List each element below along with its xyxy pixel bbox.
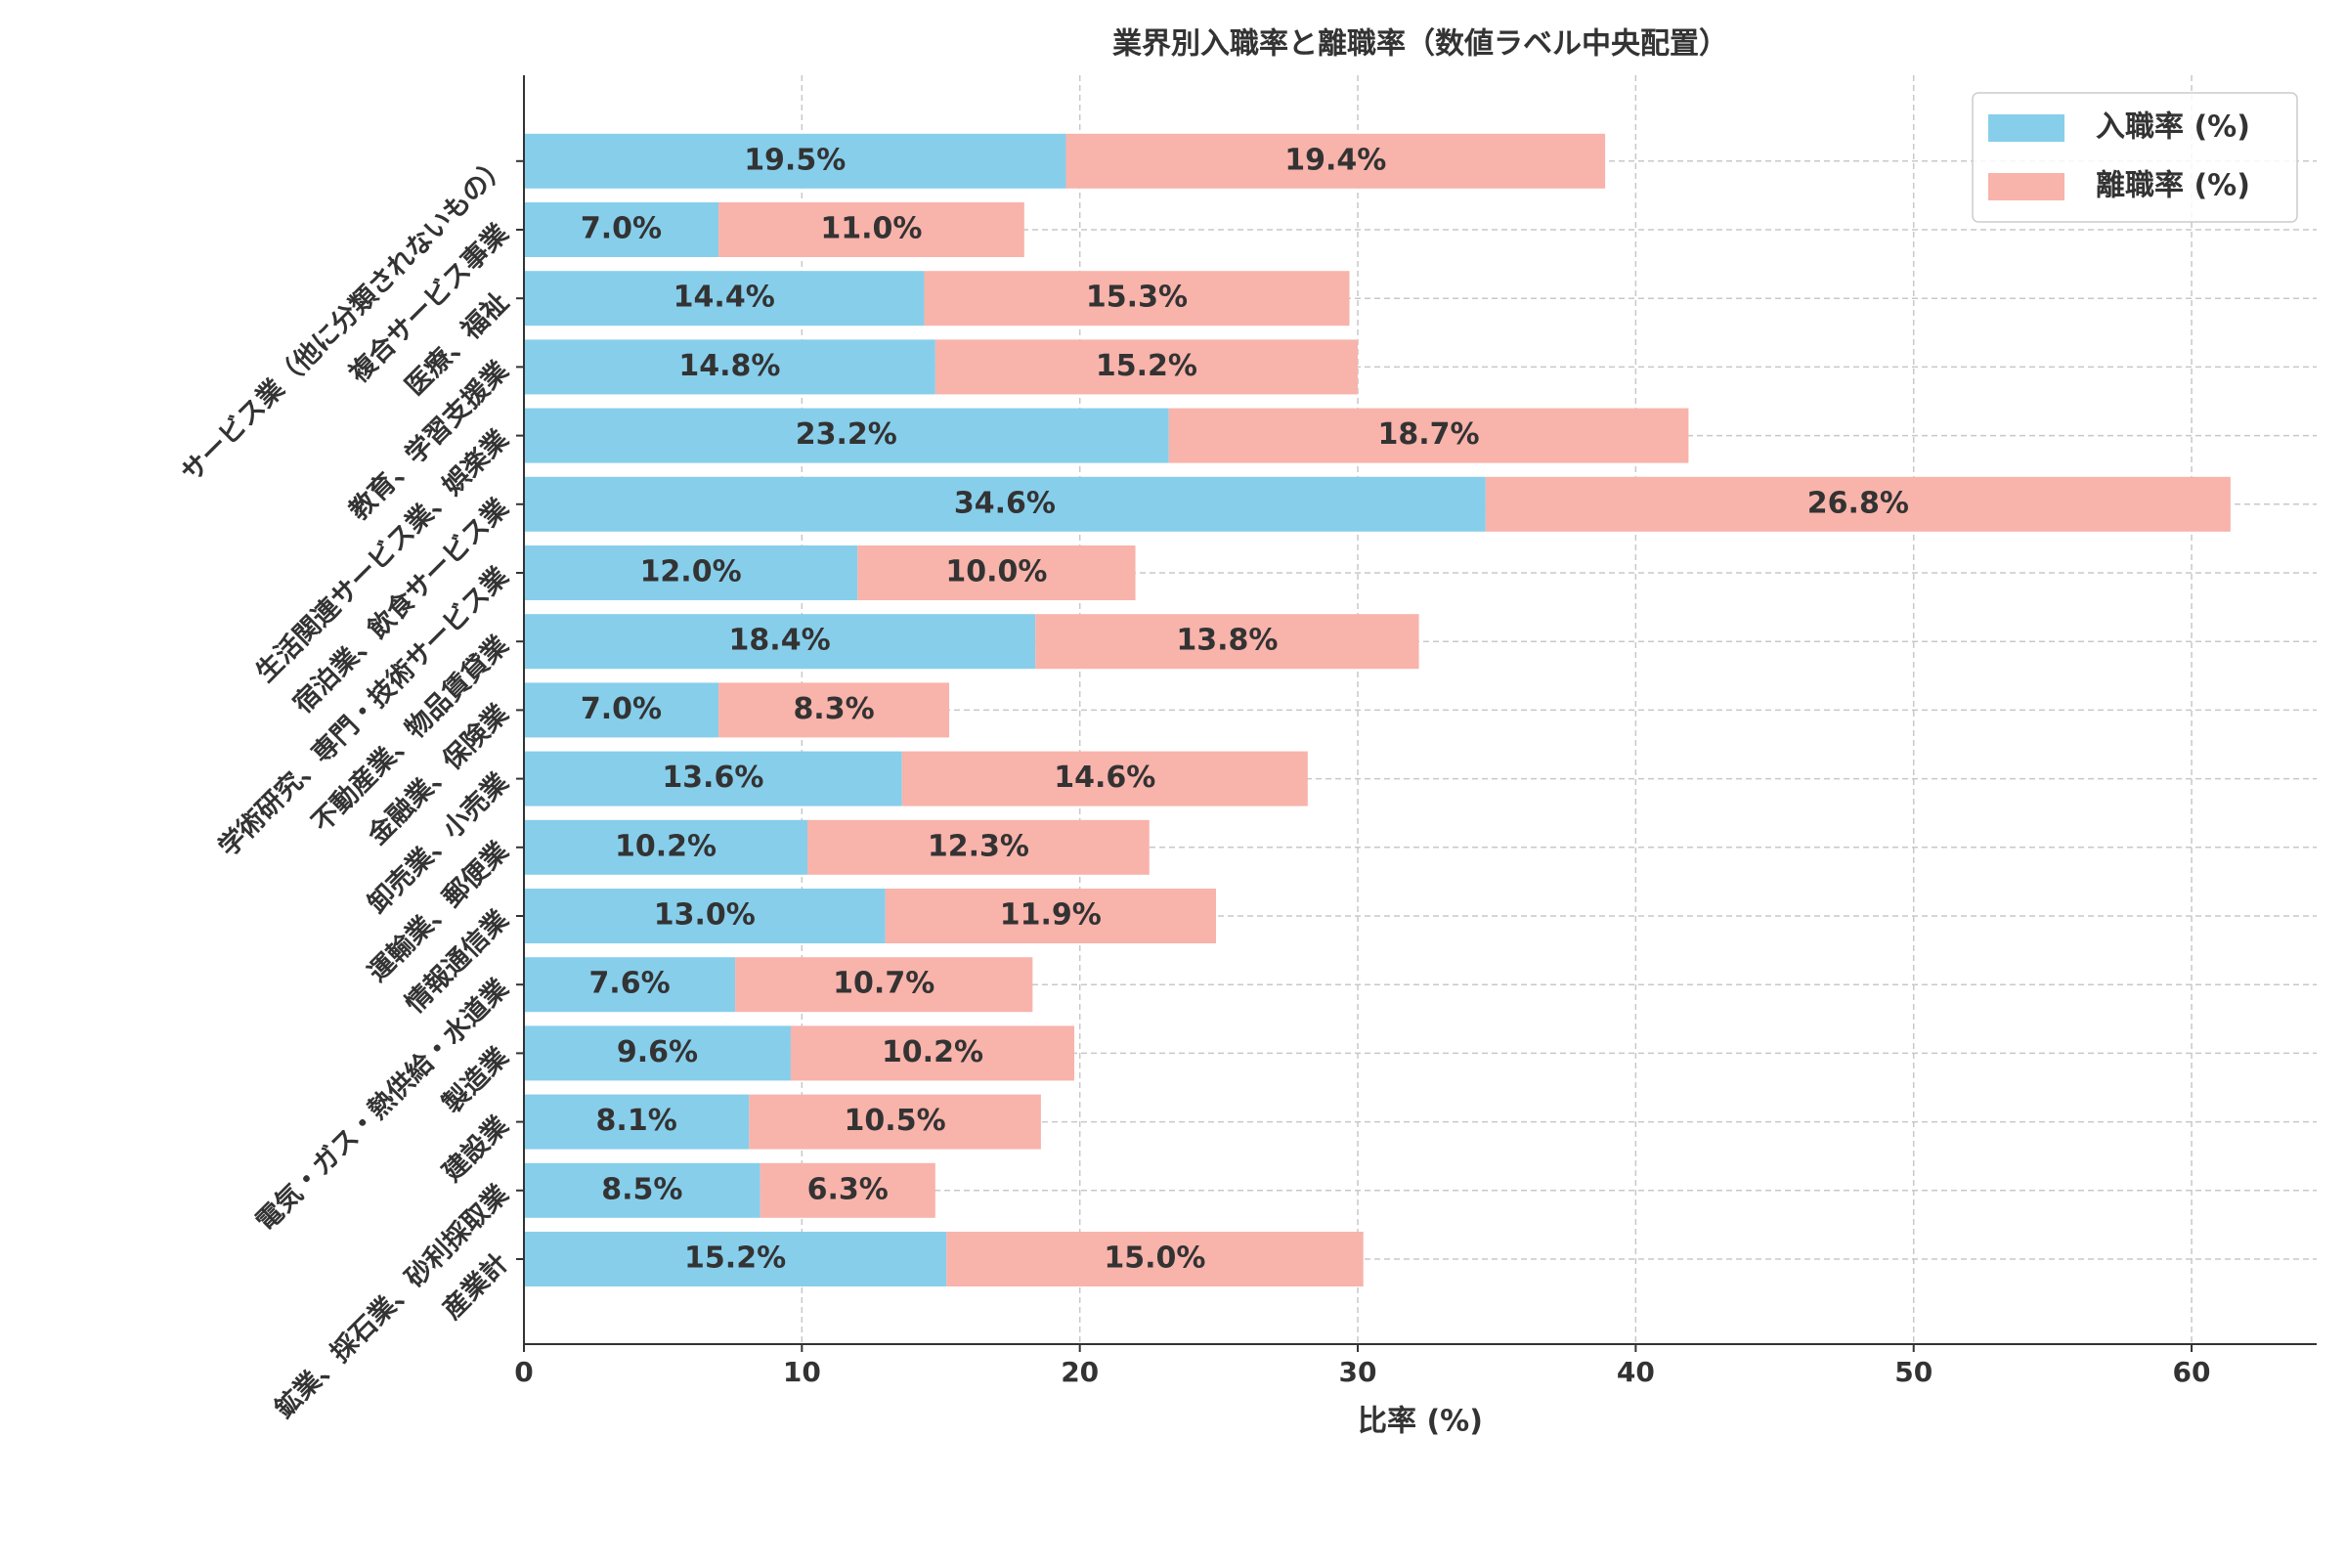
bar-segment bbox=[524, 682, 719, 738]
bar-segment bbox=[524, 957, 736, 1013]
bar-segment bbox=[1168, 408, 1689, 463]
value-label: 11.0% bbox=[820, 212, 922, 246]
bar-segment bbox=[524, 1094, 750, 1150]
value-label: 11.9% bbox=[1000, 898, 1102, 933]
value-label: 12.0% bbox=[640, 555, 742, 589]
value-label: 12.3% bbox=[928, 829, 1029, 863]
value-label: 10.5% bbox=[845, 1104, 946, 1138]
bar-segment bbox=[760, 1162, 935, 1218]
bar-segment bbox=[524, 476, 1486, 532]
value-label: 10.7% bbox=[833, 967, 934, 1001]
x-tick-label: 10 bbox=[783, 1356, 821, 1388]
value-label: 8.3% bbox=[793, 692, 874, 726]
value-label: 19.5% bbox=[744, 143, 846, 177]
bar-segment bbox=[524, 614, 1036, 670]
x-tick-label: 20 bbox=[1061, 1356, 1099, 1388]
value-label: 10.0% bbox=[945, 555, 1047, 589]
value-label: 19.4% bbox=[1284, 143, 1386, 177]
bar-segment bbox=[1035, 614, 1419, 670]
value-label: 15.0% bbox=[1104, 1241, 1205, 1276]
value-label: 13.6% bbox=[662, 761, 763, 795]
value-label: 7.0% bbox=[581, 692, 662, 726]
bar-segment bbox=[946, 1232, 1364, 1286]
value-label: 14.4% bbox=[673, 281, 775, 315]
bar-segment bbox=[524, 545, 858, 600]
value-label: 7.0% bbox=[581, 212, 662, 246]
x-tick-label: 50 bbox=[1894, 1356, 1933, 1388]
value-label: 8.5% bbox=[601, 1172, 682, 1206]
bar-segment bbox=[749, 1094, 1041, 1150]
bar-segment bbox=[524, 408, 1169, 463]
x-tick-label: 30 bbox=[1339, 1356, 1377, 1388]
bar-segment bbox=[790, 1025, 1074, 1081]
bar-segment bbox=[524, 751, 902, 806]
bar-segment bbox=[524, 819, 808, 875]
bar-segment bbox=[885, 889, 1217, 943]
bar-segment bbox=[524, 339, 935, 395]
value-label: 14.6% bbox=[1054, 761, 1155, 795]
value-label: 14.8% bbox=[678, 349, 780, 383]
bar-segment bbox=[901, 751, 1308, 806]
bar-segment bbox=[524, 202, 719, 257]
x-tick-label: 0 bbox=[514, 1356, 533, 1388]
value-label: 6.3% bbox=[807, 1172, 889, 1206]
x-tick-label: 40 bbox=[1617, 1356, 1655, 1388]
bar-segment bbox=[718, 202, 1024, 257]
bar-segment bbox=[524, 889, 886, 943]
bar-segment bbox=[1065, 133, 1606, 189]
value-label: 15.2% bbox=[1096, 349, 1197, 383]
bar-segment bbox=[934, 339, 1359, 395]
value-label: 13.8% bbox=[1176, 624, 1278, 658]
x-tick-label: 60 bbox=[2173, 1356, 2211, 1388]
value-label: 15.3% bbox=[1086, 281, 1188, 315]
bar-segment bbox=[1485, 476, 2231, 532]
value-label: 34.6% bbox=[954, 486, 1056, 520]
legend-swatch bbox=[1988, 114, 2064, 142]
value-label: 18.7% bbox=[1377, 417, 1479, 452]
bar-segment bbox=[807, 819, 1150, 875]
x-axis-label: 比率 (%) bbox=[1358, 1405, 1483, 1439]
value-label: 15.2% bbox=[684, 1241, 786, 1276]
value-label: 7.6% bbox=[588, 967, 670, 1001]
chart-title: 業界別入職率と離職率（数値ラベル中央配置） bbox=[1112, 27, 1728, 62]
value-label: 10.2% bbox=[882, 1035, 983, 1069]
bar-segment bbox=[524, 133, 1066, 189]
legend-label: 離職率 (%) bbox=[2096, 169, 2250, 203]
value-label: 13.0% bbox=[654, 898, 756, 933]
value-label: 18.4% bbox=[729, 624, 831, 658]
bar-segment bbox=[735, 957, 1033, 1013]
bar-segment bbox=[524, 1232, 947, 1286]
legend-label: 入職率 (%) bbox=[2096, 110, 2250, 145]
bar-segment bbox=[524, 1162, 760, 1218]
bar-segment bbox=[524, 271, 925, 327]
bar-segment bbox=[524, 1025, 791, 1081]
value-label: 8.1% bbox=[596, 1104, 677, 1138]
bar-segment bbox=[924, 271, 1350, 327]
bar-segment bbox=[718, 682, 950, 738]
value-label: 10.2% bbox=[615, 829, 717, 863]
y-tick-label: 建設業 bbox=[436, 1110, 514, 1188]
value-label: 9.6% bbox=[617, 1035, 698, 1069]
value-label: 26.8% bbox=[1807, 486, 1909, 520]
value-label: 23.2% bbox=[796, 417, 897, 452]
bar-segment bbox=[857, 545, 1136, 600]
legend-swatch bbox=[1988, 173, 2064, 200]
